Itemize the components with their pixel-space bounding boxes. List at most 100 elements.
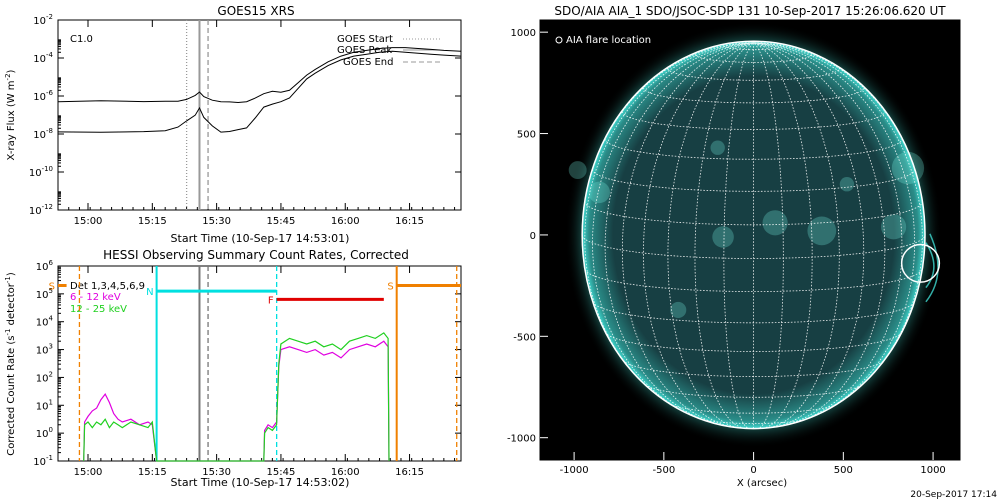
grid-meridian bbox=[592, 42, 754, 421]
hessi-ytick-label: 101 bbox=[36, 398, 53, 412]
hessi-flag-label: N bbox=[146, 287, 153, 298]
hessi-xtick-label: 15:15 bbox=[138, 467, 167, 478]
hessi-ylabel-sup2: -1 bbox=[4, 276, 12, 283]
hessi-ytick-exp: 5 bbox=[49, 287, 53, 295]
hessi-ytick-exp: 3 bbox=[49, 343, 53, 351]
hessi-ytick-base: 10 bbox=[36, 318, 49, 329]
goes-xtick-label: 15:00 bbox=[74, 216, 103, 227]
hessi-ytick-exp: 4 bbox=[49, 315, 54, 323]
goes-ytick-exp: -8 bbox=[46, 127, 53, 135]
aia-legend-marker bbox=[555, 36, 563, 44]
hessi-ytick-exp: 1 bbox=[49, 398, 53, 406]
grid-parallel bbox=[669, 403, 838, 414]
aia-image-panel: SDO/AIA AIA_1 SDO/JSOC-SDP 131 10-Sep-20… bbox=[507, 4, 961, 489]
aia-frame bbox=[539, 19, 961, 461]
goes-ylabel-sup: -2 bbox=[4, 73, 12, 80]
grid-parallel bbox=[604, 138, 903, 160]
goes-ytick-exp: -2 bbox=[46, 13, 53, 21]
hessi-panel: HESSI Observing Summary Count Rates, Cor… bbox=[4, 248, 462, 489]
hessi-legend-high: 12 - 25 keV bbox=[70, 304, 127, 315]
goes-xlabel: Start Time (10-Sep-17 14:53:01) bbox=[171, 232, 350, 245]
goes-series-line bbox=[57, 50, 462, 133]
goes-title: GOES15 XRS bbox=[217, 4, 294, 18]
goes-xtick-label: 15:15 bbox=[138, 216, 167, 227]
goes-xtick-label: 16:15 bbox=[395, 216, 424, 227]
hessi-title: HESSI Observing Summary Count Rates, Cor… bbox=[103, 248, 409, 262]
aia-legend-label: AIA flare location bbox=[566, 35, 651, 46]
goes-ytick-label: 10-12 bbox=[29, 203, 53, 217]
hessi-series-line bbox=[83, 340, 390, 462]
aia-xtick-label: -1000 bbox=[560, 465, 589, 476]
hessi-ytick-exp: -1 bbox=[46, 454, 53, 462]
hessi-ylabel-main: Corrected Count Rate (s bbox=[6, 336, 17, 456]
aia-xlabel: X (arcsec) bbox=[737, 478, 787, 489]
goes-ytick-base: 10 bbox=[33, 92, 46, 103]
hessi-ytick-exp: 2 bbox=[49, 370, 53, 378]
active-region bbox=[670, 301, 687, 319]
aia-xtick-label: 1000 bbox=[920, 465, 945, 476]
hessi-flag-label: S bbox=[387, 282, 393, 293]
hessi-ytick-label: 103 bbox=[36, 343, 53, 357]
goes-xrs-panel: GOES15 XRS C1.0 GOES Start GOES Peak GOE… bbox=[4, 4, 462, 245]
goes-ytick-base: 10 bbox=[29, 206, 42, 217]
hessi-ylabel: Corrected Count Rate (s-1 detector-1) bbox=[4, 272, 17, 456]
goes-legend-end: GOES End bbox=[343, 57, 393, 68]
hessi-ytick-exp: 6 bbox=[49, 259, 54, 267]
goes-ytick-label: 10-10 bbox=[29, 165, 53, 179]
grid-meridian bbox=[753, 42, 916, 421]
hessi-ytick-exp: 0 bbox=[49, 426, 53, 434]
goes-ytick-exp: -6 bbox=[46, 89, 54, 97]
goes-ytick-base: 10 bbox=[33, 16, 46, 27]
hessi-ytick-base: 10 bbox=[36, 262, 49, 273]
active-region bbox=[588, 181, 610, 204]
aia-ytick-label: 500 bbox=[517, 130, 536, 141]
aia-title: SDO/AIA AIA_1 SDO/JSOC-SDP 131 10-Sep-20… bbox=[554, 4, 946, 18]
hessi-series-line bbox=[83, 332, 390, 462]
grid-meridian bbox=[753, 42, 886, 427]
grid-parallel bbox=[644, 384, 863, 398]
goes-annotation: C1.0 bbox=[70, 34, 93, 45]
hessi-ytick-label: 106 bbox=[36, 259, 54, 273]
active-region bbox=[712, 226, 734, 248]
grid-parallel bbox=[667, 68, 840, 81]
goes-ytick-label: 10-6 bbox=[33, 89, 53, 103]
hessi-legend-det: Det 1,3,4,5,6,9 bbox=[70, 281, 145, 292]
grid-meridian bbox=[667, 42, 754, 429]
hessi-xtick-label: 16:15 bbox=[395, 467, 424, 478]
goes-ytick-exp: -4 bbox=[46, 51, 54, 59]
hessi-ytick-base: 10 bbox=[36, 346, 49, 357]
goes-xtick-label: 15:45 bbox=[267, 216, 296, 227]
hessi-ylabel-mid: detector bbox=[6, 282, 17, 328]
hessi-ytick-base: 10 bbox=[36, 429, 49, 440]
goes-ytick-label: 10-8 bbox=[33, 127, 53, 141]
goes-xtick-label: 16:00 bbox=[331, 216, 360, 227]
hessi-flag-label: S bbox=[49, 282, 55, 293]
goes-legend: GOES Start GOES Peak GOES End bbox=[337, 34, 440, 68]
aia-ytick-label: 0 bbox=[530, 231, 536, 242]
goes-plot-frame bbox=[57, 19, 462, 211]
hessi-ytick-base: 10 bbox=[36, 401, 49, 412]
hessi-ytick-label: 102 bbox=[36, 370, 53, 384]
active-region bbox=[568, 161, 587, 180]
grid-parallel bbox=[622, 360, 885, 378]
aia-xtick-label: 500 bbox=[834, 465, 853, 476]
goes-ytick-label: 10-4 bbox=[33, 51, 53, 65]
active-region bbox=[710, 140, 725, 155]
aia-xtick-label: 0 bbox=[750, 465, 756, 476]
hessi-xtick-label: 15:45 bbox=[267, 467, 296, 478]
hessi-ytick-base: 10 bbox=[33, 457, 46, 468]
hessi-legend-low: 6 - 12 keV bbox=[70, 292, 121, 303]
grid-meridian bbox=[753, 42, 840, 429]
grid-meridian bbox=[753, 42, 784, 429]
hessi-ylabel-sup: -1 bbox=[4, 329, 12, 336]
goes-ytick-exp: -10 bbox=[42, 165, 53, 173]
flare-location-marker bbox=[900, 243, 941, 283]
hessi-ytick-label: 105 bbox=[36, 287, 53, 301]
aia-ytick-label: -1000 bbox=[507, 434, 536, 445]
grid-meridian bbox=[723, 42, 754, 429]
goes-xtick-label: 15:30 bbox=[202, 216, 231, 227]
goes-ytick-base: 10 bbox=[33, 130, 46, 141]
active-region bbox=[881, 214, 907, 240]
active-region bbox=[807, 216, 837, 246]
